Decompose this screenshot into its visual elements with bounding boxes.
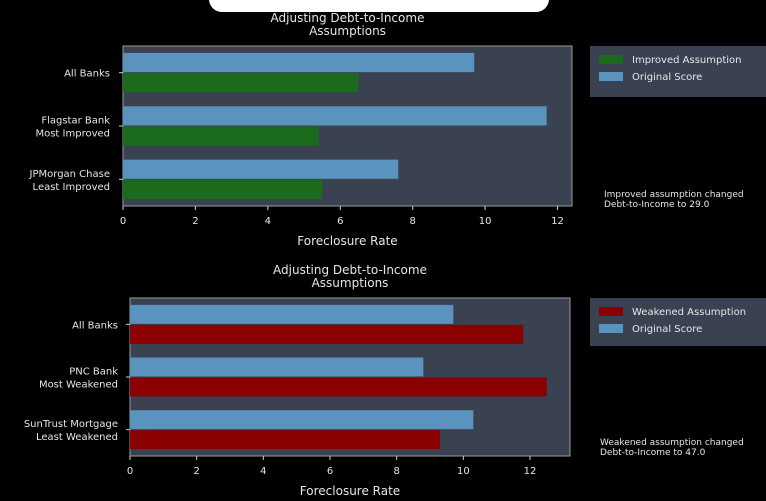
annotation-text: Improved assumption changed Debt-to-Incom… — [604, 190, 744, 210]
legend-label: Improved Assumption — [632, 55, 742, 66]
plot-area — [122, 45, 573, 207]
legend-label: Original Score — [632, 72, 702, 83]
chart-1: Adjusting Debt-to-Income Assumptions All B… — [29, 11, 766, 248]
category-label: Flagstar Bank Most Improved — [35, 116, 110, 140]
plot-area — [129, 297, 571, 457]
category-label-line: Most Improved — [35, 129, 110, 140]
category-label: JPMorgan Chase Least Improved — [29, 169, 110, 193]
category-label: SunTrust Mortgage Least Weakened — [24, 419, 118, 443]
bar-original-score — [130, 357, 424, 377]
bar-original-score — [123, 159, 399, 179]
category-label-line: Least Weakened — [36, 432, 118, 443]
legend-box — [590, 46, 766, 97]
x-tick-label: 4 — [260, 466, 266, 477]
bar-weakened-assumption — [130, 324, 524, 344]
legend-swatch — [599, 324, 623, 333]
annotation-text-line: Debt-to-Income to 29.0 — [604, 200, 710, 210]
x-tick-label: 4 — [265, 216, 271, 227]
chart-title: Adjusting Debt-to-Income Assumptions — [273, 263, 427, 290]
x-tick-label: 0 — [120, 216, 126, 227]
bar-improved-assumption — [123, 179, 323, 200]
annotation-text-line: Improved assumption changed — [604, 190, 744, 200]
bar-original-score — [123, 106, 547, 126]
chart-title-line: Adjusting Debt-to-Income — [271, 11, 425, 25]
category-label: All Banks — [64, 69, 110, 80]
x-axis-label: Foreclosure Rate — [300, 484, 400, 498]
bar-weakened-assumption — [130, 430, 440, 450]
x-tick-label: 2 — [192, 216, 198, 227]
annotation-text-line: Weakened assumption changed — [600, 438, 744, 448]
category-label-line: Least Improved — [33, 182, 110, 193]
x-tick-label: 0 — [127, 466, 133, 477]
x-tick-label: 8 — [393, 466, 399, 477]
category-label-line: All Banks — [64, 69, 110, 80]
bar-original-score — [123, 52, 475, 73]
bar-original-score — [130, 304, 454, 324]
x-tick-label: 2 — [193, 466, 199, 477]
annotation-text-line: Debt-to-Income to 47.0 — [600, 448, 706, 458]
legend-swatch — [599, 72, 623, 81]
legend-label: Original Score — [632, 324, 702, 335]
legend-swatch — [599, 307, 623, 316]
category-label-line: Flagstar Bank — [41, 116, 110, 127]
x-tick-label: 6 — [327, 466, 333, 477]
bar-improved-assumption — [123, 73, 359, 93]
bar-weakened-assumption — [130, 377, 547, 397]
category-label: All Banks — [72, 320, 118, 331]
chart-title-line: Assumptions — [309, 24, 386, 38]
x-tick-label: 12 — [551, 216, 564, 227]
x-tick-label: 6 — [337, 216, 343, 227]
bar-improved-assumption — [123, 126, 319, 146]
chart-title-line: Adjusting Debt-to-Income — [273, 263, 427, 277]
annotation-text: Weakened assumption changed Debt-to-Incom… — [600, 438, 744, 458]
x-tick-label: 8 — [409, 216, 415, 227]
x-tick-label: 10 — [479, 216, 492, 227]
legend-label: Weakened Assumption — [632, 307, 746, 318]
legend-box — [590, 298, 766, 346]
category-label-line: PNC Bank — [69, 367, 118, 378]
category-label: PNC Bank Most Weakened — [39, 367, 118, 391]
header-banner — [209, 0, 549, 12]
chart-title: Adjusting Debt-to-Income Assumptions — [271, 11, 425, 38]
category-label-line: SunTrust Mortgage — [24, 419, 118, 430]
category-label-line: Most Weakened — [39, 380, 118, 391]
x-tick-label: 12 — [524, 466, 537, 477]
bar-original-score — [130, 410, 474, 430]
chart-title-line: Assumptions — [312, 276, 389, 290]
x-tick-label: 10 — [457, 466, 470, 477]
category-label-line: All Banks — [72, 320, 118, 331]
legend-swatch — [599, 55, 623, 64]
chart-2: Adjusting Debt-to-Income Assumptions All B… — [24, 263, 766, 498]
x-axis-label: Foreclosure Rate — [297, 234, 397, 248]
category-label-line: JPMorgan Chase — [29, 169, 110, 180]
